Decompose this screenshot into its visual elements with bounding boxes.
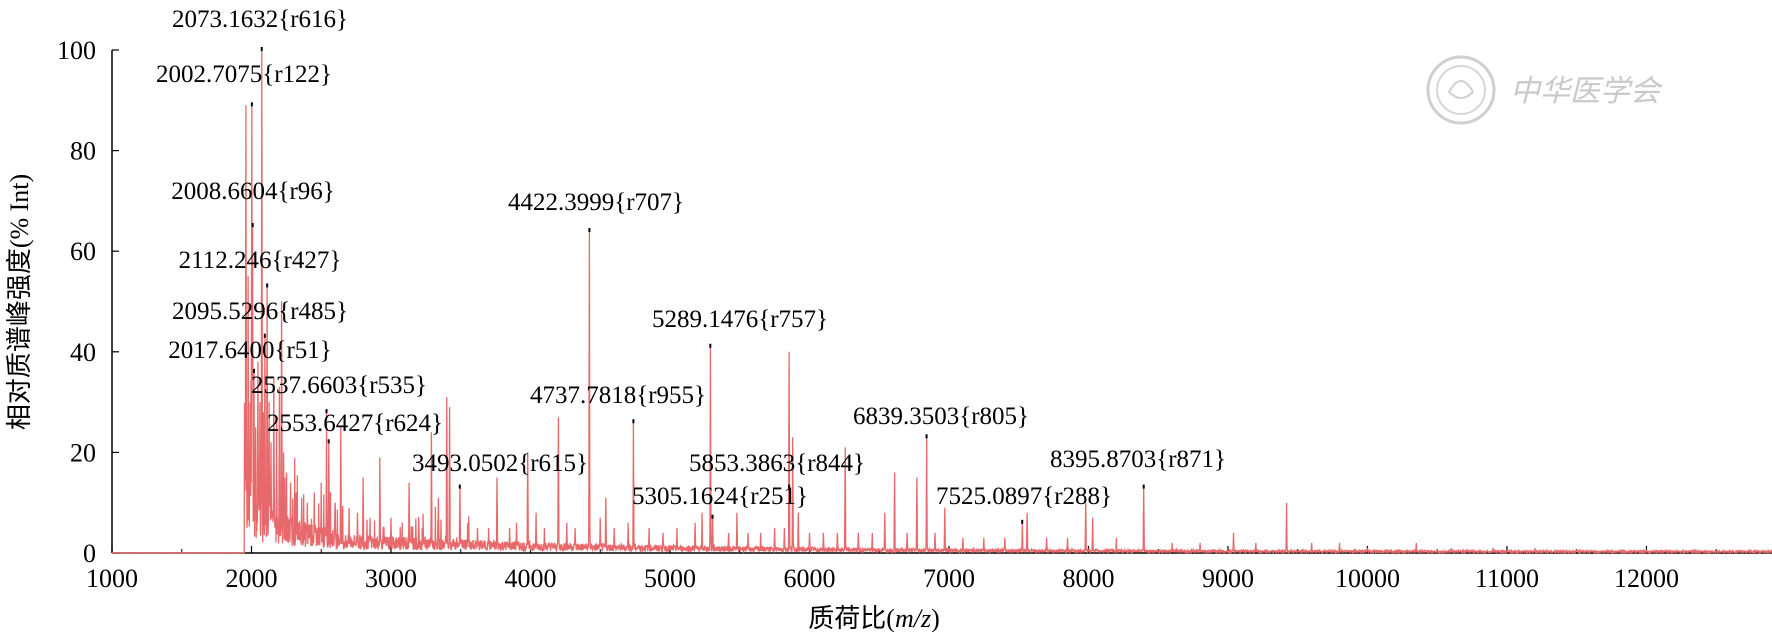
x-tick-label: 6000 bbox=[783, 564, 835, 593]
x-tick-label: 5000 bbox=[644, 564, 696, 593]
peak-label: 2095.5296{r485} bbox=[172, 298, 348, 325]
peak-labels: 2073.1632{r616} 2002.7075{r122} 2008.6604{… bbox=[156, 6, 1226, 510]
y-tick-label: 20 bbox=[70, 438, 96, 467]
x-ticks: 1000 2000 3000 4000 5000 6000 7000 8000 9000 1000… bbox=[86, 546, 1717, 593]
x-tick-label: 3000 bbox=[365, 564, 417, 593]
x-tick-label: 1000 bbox=[86, 564, 138, 593]
watermark-text: 中华医学会 bbox=[1510, 74, 1663, 109]
x-tick-label: 12000 bbox=[1614, 564, 1679, 593]
peak-label: 5305.1624{r251} bbox=[632, 483, 808, 510]
peak-label: 2073.1632{r616} bbox=[172, 6, 348, 33]
x-tick-label: 7000 bbox=[923, 564, 975, 593]
peak-label: 3493.0502{r615} bbox=[412, 450, 588, 477]
watermark: 中华医学会 bbox=[1426, 55, 1663, 125]
peak-label: 4422.3999{r707} bbox=[508, 189, 684, 216]
peak-label: 2017.6400{r51} bbox=[168, 337, 332, 364]
peak-label: 5289.1476{r757} bbox=[652, 306, 828, 333]
axes bbox=[111, 50, 1772, 554]
peak-label: 2537.6603{r535} bbox=[251, 372, 427, 399]
x-axis-title: 质荷比(m/z) bbox=[808, 604, 939, 632]
peak-label: 2553.6427{r624} bbox=[267, 410, 443, 437]
peak-label: 6839.3503{r805} bbox=[853, 403, 1029, 430]
x-tick-label: 4000 bbox=[504, 564, 556, 593]
y-ticks: 0 20 40 60 80 100 bbox=[57, 36, 119, 568]
y-tick-label: 100 bbox=[57, 36, 96, 65]
peak-label: 4737.7818{r955} bbox=[530, 382, 706, 409]
x-tick-label: 2000 bbox=[225, 564, 277, 593]
spectrum-line bbox=[112, 49, 1772, 556]
peak-label: 2002.7075{r122} bbox=[156, 61, 332, 88]
peak-label: 8395.8703{r871} bbox=[1050, 446, 1226, 473]
peak-label: 7525.0897{r288} bbox=[936, 483, 1112, 510]
x-tick-label: 11000 bbox=[1475, 564, 1539, 593]
x-tick-label: 9000 bbox=[1202, 564, 1254, 593]
peak-markers bbox=[250, 47, 1145, 524]
watermark-seal-icon bbox=[1426, 55, 1496, 125]
x-tick-label: 10000 bbox=[1335, 564, 1400, 593]
y-tick-label: 60 bbox=[70, 237, 96, 266]
peak-label: 5853.3863{r844} bbox=[689, 450, 865, 477]
y-tick-label: 80 bbox=[70, 137, 96, 166]
y-axis-title: 相对质谱峰强度(% Int) bbox=[5, 174, 34, 430]
y-tick-label: 0 bbox=[83, 539, 96, 568]
x-tick-label: 8000 bbox=[1062, 564, 1114, 593]
peak-label: 2008.6604{r96} bbox=[171, 178, 335, 205]
peak-label: 2112.246{r427} bbox=[179, 247, 342, 274]
y-tick-label: 40 bbox=[70, 338, 96, 367]
